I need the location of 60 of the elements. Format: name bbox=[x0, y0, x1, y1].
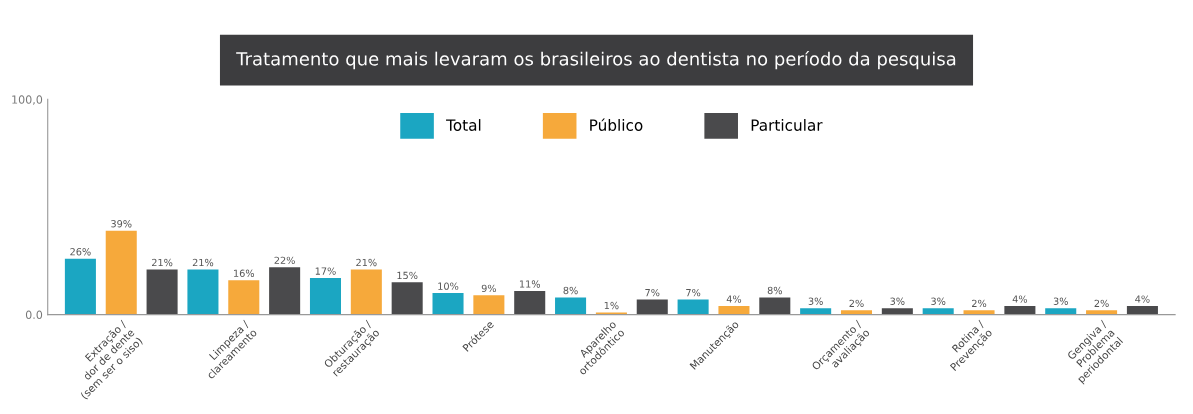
bar bbox=[963, 310, 995, 315]
data-label: 7% bbox=[645, 288, 660, 297]
data-label: 21% bbox=[356, 258, 377, 267]
bar bbox=[1045, 308, 1077, 315]
bar bbox=[922, 308, 954, 315]
data-label: 4% bbox=[726, 295, 742, 303]
bar bbox=[350, 269, 382, 315]
data-label: 2% bbox=[972, 299, 987, 308]
bar bbox=[391, 282, 423, 315]
bar bbox=[146, 269, 178, 315]
bar bbox=[64, 258, 96, 315]
bar bbox=[105, 230, 137, 315]
data-label: 17% bbox=[315, 267, 336, 275]
bar bbox=[840, 310, 873, 315]
data-label: 22% bbox=[274, 256, 295, 265]
bar bbox=[473, 295, 505, 315]
data-label: 4% bbox=[1012, 295, 1028, 303]
bar bbox=[269, 267, 301, 315]
data-label: 8% bbox=[767, 286, 782, 295]
bar bbox=[881, 308, 913, 315]
bar bbox=[228, 280, 260, 315]
data-label: 2% bbox=[1094, 299, 1109, 308]
bar bbox=[514, 290, 546, 315]
data-label: 7% bbox=[686, 288, 701, 297]
data-label: 4% bbox=[1135, 295, 1150, 303]
data-label: 3% bbox=[1053, 297, 1068, 305]
bar bbox=[759, 297, 791, 315]
chart-title: Tratamento que mais levaram os brasileiros ao dentista no período da pesquisa bbox=[236, 50, 956, 70]
data-label: 11% bbox=[519, 280, 540, 288]
bar bbox=[718, 306, 750, 315]
legend-label: Total bbox=[446, 119, 481, 131]
data-label: 3% bbox=[808, 297, 823, 305]
data-label: 1% bbox=[604, 301, 619, 310]
legend-label: Público bbox=[590, 118, 643, 131]
data-label: 2% bbox=[849, 299, 864, 308]
bar bbox=[595, 312, 627, 315]
bar bbox=[800, 308, 832, 315]
data-label: 39% bbox=[111, 220, 132, 228]
y-tick-label: 100,0 bbox=[12, 95, 43, 105]
bar bbox=[187, 269, 219, 315]
y-tick-label: 0.0 bbox=[25, 310, 43, 320]
data-label: 9% bbox=[481, 284, 497, 292]
bar bbox=[636, 299, 668, 315]
bar bbox=[1126, 306, 1158, 315]
data-label: 21% bbox=[152, 258, 173, 267]
data-label: 3% bbox=[890, 297, 905, 305]
data-label: 15% bbox=[397, 271, 418, 280]
bar bbox=[555, 297, 587, 315]
bar bbox=[1086, 310, 1118, 315]
data-label: 26% bbox=[70, 248, 91, 256]
bar bbox=[309, 278, 341, 315]
data-label: 16% bbox=[234, 269, 255, 277]
bar bbox=[677, 299, 709, 315]
data-label: 8% bbox=[563, 286, 578, 295]
data-label: 10% bbox=[438, 282, 459, 290]
legend-label: Particular bbox=[751, 119, 823, 131]
data-label: 21% bbox=[192, 258, 214, 267]
data-label: 3% bbox=[931, 297, 946, 305]
bar bbox=[1004, 306, 1036, 315]
bar bbox=[432, 293, 464, 315]
